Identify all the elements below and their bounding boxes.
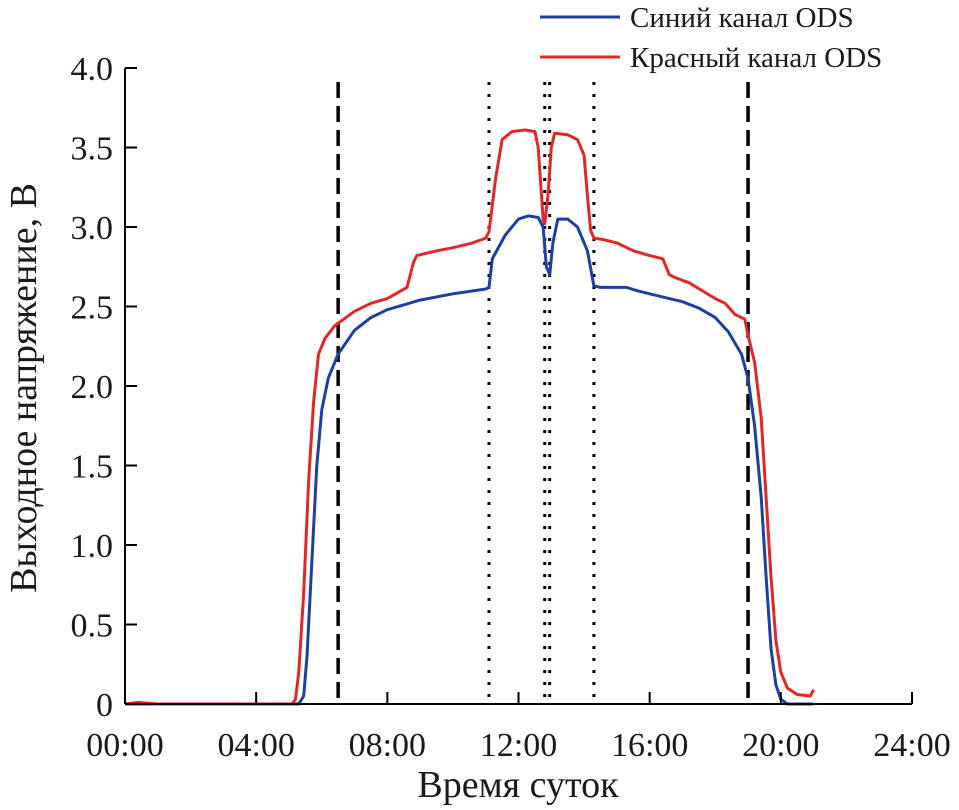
x-tick-label: 08:00: [349, 727, 426, 764]
series-line-1: [124, 128, 815, 706]
y-tick-label: 3.0: [71, 210, 114, 247]
x-tick-label: 16:00: [611, 727, 688, 764]
y-tick-label: 0.5: [71, 608, 114, 645]
x-tick-label: 12:00: [480, 727, 557, 764]
x-tick-label: 00:00: [86, 727, 163, 764]
y-tick-label: 2.5: [71, 290, 114, 327]
chart-legend: Синий канал ODS Красный канал ODS: [540, 2, 882, 74]
x-axis-title: Время суток: [417, 764, 619, 806]
y-tick-label: 0: [96, 687, 113, 724]
legend-label-red: Красный канал ODS: [630, 42, 882, 74]
chart-series: [124, 128, 815, 706]
y-tick-label: 4.0: [71, 51, 114, 88]
x-tick-label: 04:00: [217, 727, 294, 764]
legend-label-blue: Синий канал ODS: [630, 2, 854, 34]
chart-axes: [124, 68, 912, 705]
y-axis-title: Выходное напряжение, В: [3, 183, 45, 593]
y-tick-label: 3.5: [71, 131, 114, 168]
y-tick-label: 1.5: [71, 449, 114, 486]
chart-ticks: 0 0.5 1.0 1.5 2.0 2.5 3.0 3.5 4.0 00:00 04:00 08:00…: [71, 51, 951, 764]
vertical-markers: [336, 82, 750, 704]
x-tick-label: 24:00: [873, 727, 950, 764]
series-line-0: [125, 214, 814, 706]
x-tick-label: 20:00: [742, 727, 819, 764]
y-tick-label: 2.0: [71, 369, 114, 406]
y-tick-label: 1.0: [71, 528, 114, 565]
